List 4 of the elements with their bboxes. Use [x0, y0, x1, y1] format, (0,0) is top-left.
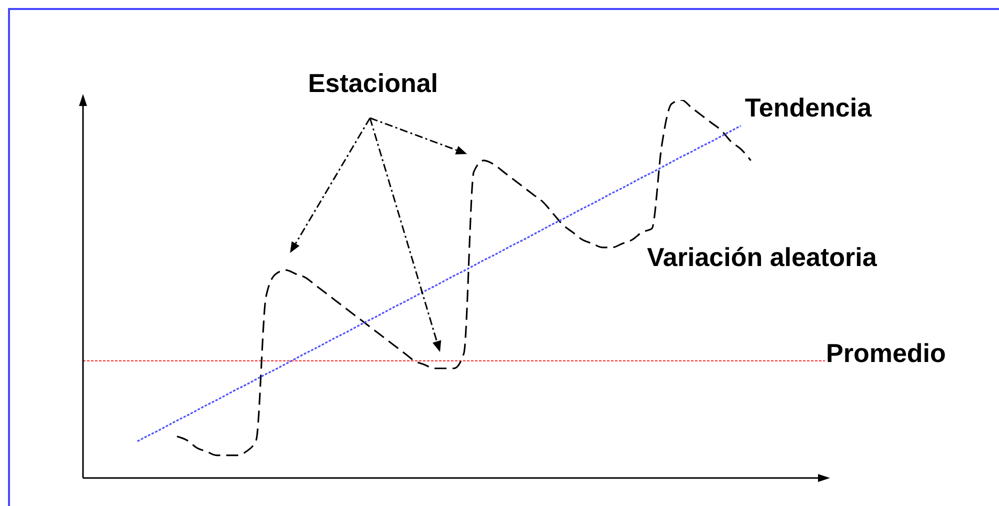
ref-line-label: Promedio	[826, 338, 946, 368]
text: Estacional	[308, 68, 438, 98]
annotation: Variación aleatoria	[647, 242, 878, 272]
series-label: Tendencia	[744, 92, 872, 123]
